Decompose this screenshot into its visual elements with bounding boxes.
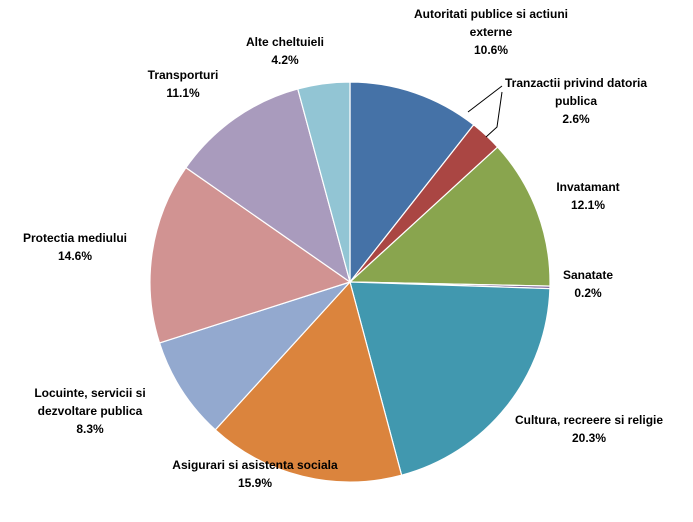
- leader-line: [467, 85, 503, 113]
- leader-lines: [467, 85, 503, 138]
- slice-name: Invatamant: [556, 180, 619, 194]
- pie-slice-protectia-mediului: [149, 166, 352, 344]
- slice-percent: 0.2%: [574, 286, 602, 300]
- pie-slice-cultura-recreere-si-religie: [349, 281, 551, 476]
- pie-slice-invatamant: [348, 146, 551, 287]
- slice-label: Transporturi 11.1%: [148, 68, 219, 100]
- slice-label: Alte cheltuieli 4.2%: [246, 35, 324, 67]
- slice-percent: 12.1%: [571, 198, 605, 212]
- leader-line: [485, 91, 503, 138]
- slice-percent: 15.9%: [238, 476, 272, 490]
- slice-name: Asigurari si asistenta sociala: [172, 458, 338, 472]
- pie-slice-alte-cheltuieli: [297, 81, 351, 283]
- slice-label: Locuinte, servicii si dezvoltare publica 8…: [34, 386, 145, 436]
- slice-name: Locuinte, servicii si: [34, 386, 145, 400]
- pie-slice-locuinte-servicii-si-dezvoltare-publica: [158, 280, 352, 431]
- slice-percent: 2.6%: [562, 112, 590, 126]
- slice-name: Sanatate: [563, 268, 613, 282]
- slice-percent: 14.6%: [58, 249, 92, 263]
- slice-percent: 11.1%: [166, 86, 200, 100]
- slice-name: externe: [470, 25, 513, 39]
- pie-slice-transporturi: [185, 88, 352, 284]
- slice-name: Tranzactii privind datoria: [505, 76, 647, 90]
- slice-name: Transporturi: [148, 68, 219, 82]
- slice-label: Invatamant 12.1%: [556, 180, 619, 212]
- slice-percent: 8.3%: [76, 422, 104, 436]
- slice-label: Protectia mediului 14.6%: [23, 231, 127, 263]
- slice-label: Asigurari si asistenta sociala 15.9%: [172, 458, 338, 490]
- pie-slices: [149, 81, 551, 483]
- slice-percent: 4.2%: [271, 53, 299, 67]
- slice-label: Sanatate 0.2%: [563, 268, 613, 300]
- pie-slice-asigurari-si-asistenta-sociala: [214, 280, 403, 483]
- slice-name: Protectia mediului: [23, 231, 127, 245]
- slice-labels: Autoritati publice si actiuni externe 10.6…: [23, 7, 663, 490]
- slice-name: Alte cheltuieli: [246, 35, 324, 49]
- slice-label: Autoritati publice si actiuni externe 10.6…: [414, 7, 568, 57]
- slice-label: Tranzactii privind datoria publica 2.6%: [505, 76, 647, 126]
- slice-percent: 20.3%: [572, 431, 606, 445]
- slice-name: publica: [555, 94, 597, 108]
- slice-name: dezvoltare publica: [38, 404, 143, 418]
- slice-name: Cultura, recreere si religie: [515, 413, 663, 427]
- slice-label: Cultura, recreere si religie 20.3%: [515, 413, 663, 445]
- pie-slice-autoritati-publice-si-actiuni-externe: [349, 81, 475, 284]
- slice-name: Autoritati publice si actiuni: [414, 7, 568, 21]
- slice-percent: 10.6%: [474, 43, 508, 57]
